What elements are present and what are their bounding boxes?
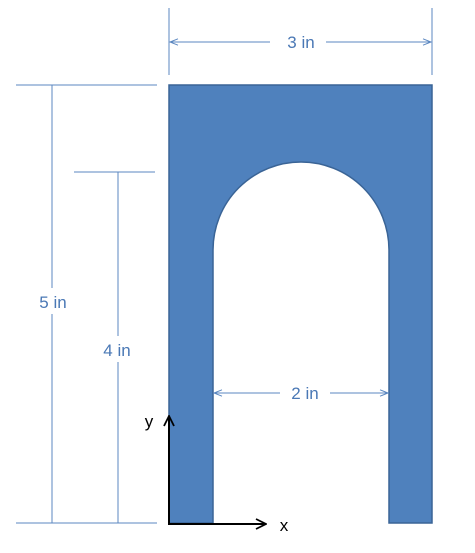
x-axis-label: x [280,516,289,535]
dimension-label-2in: 2 in [291,384,318,403]
dimension-label-5in: 5 in [39,293,66,312]
dimension-width-opening: 2 in [214,384,388,403]
coordinate-axes: y x [145,412,289,535]
dimension-label-3in: 3 in [287,33,314,52]
dimension-height-total: 5 in [16,84,157,524]
y-axis-label: y [145,412,154,431]
arch-section-shape [168,84,433,524]
dimension-label-4in: 4 in [103,341,130,360]
dimension-height-arch: 4 in [74,171,155,523]
dimension-width-top: 3 in [168,8,433,75]
